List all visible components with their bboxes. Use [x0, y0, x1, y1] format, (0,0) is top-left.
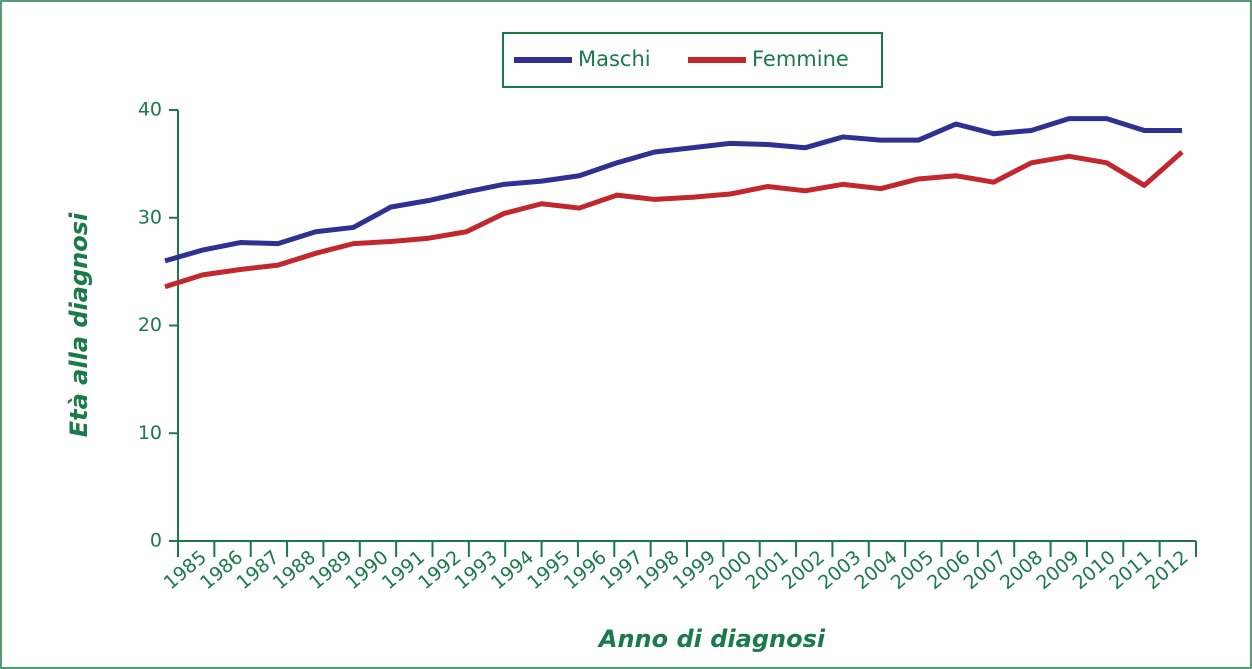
line-series — [164, 116, 1182, 264]
y-tick-label: 40 — [138, 99, 162, 121]
y-tick-label: 10 — [138, 422, 162, 444]
x-tick-label: 2012 — [1141, 546, 1192, 594]
y-tick-label: 30 — [138, 206, 162, 228]
y-tick-label: 0 — [150, 530, 162, 552]
legend-label: Femmine — [752, 47, 849, 71]
y-tick-label: 20 — [138, 314, 162, 336]
y-axis-label: Età alla diagnosi — [65, 212, 93, 437]
line-series — [164, 150, 1184, 290]
legend-label: Maschi — [578, 47, 651, 71]
x-axis-label: Anno di diagnosi — [597, 625, 826, 653]
